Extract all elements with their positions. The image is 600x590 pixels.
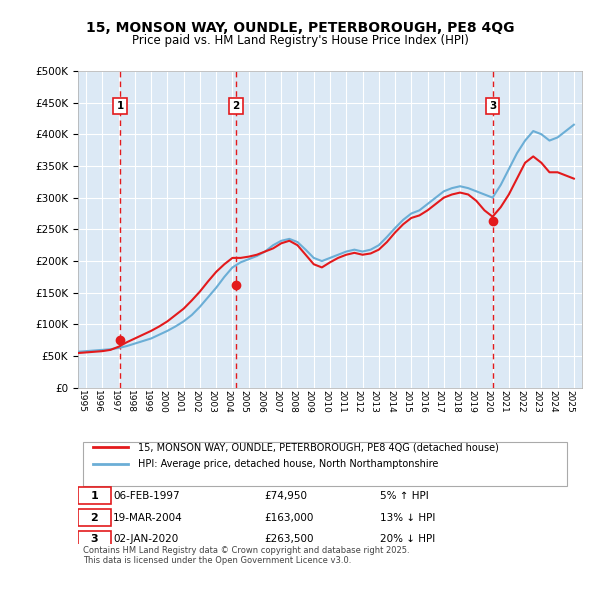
- Text: 19-MAR-2004: 19-MAR-2004: [113, 513, 183, 523]
- Text: 2011: 2011: [337, 391, 346, 414]
- FancyBboxPatch shape: [78, 510, 111, 526]
- Text: 2008: 2008: [289, 391, 298, 414]
- Text: 1: 1: [90, 491, 98, 501]
- Text: 2: 2: [90, 513, 98, 523]
- Text: 2010: 2010: [321, 391, 330, 414]
- Text: 2023: 2023: [532, 391, 541, 413]
- Text: 2001: 2001: [175, 391, 184, 414]
- Text: 2012: 2012: [353, 391, 362, 413]
- Text: 2009: 2009: [305, 391, 314, 414]
- Text: 2006: 2006: [256, 391, 265, 414]
- Text: £74,950: £74,950: [265, 491, 307, 501]
- Text: 15, MONSON WAY, OUNDLE, PETERBOROUGH, PE8 4QG: 15, MONSON WAY, OUNDLE, PETERBOROUGH, PE…: [86, 21, 514, 35]
- Text: 2021: 2021: [500, 391, 509, 413]
- Text: 1996: 1996: [94, 391, 103, 414]
- Text: Contains HM Land Registry data © Crown copyright and database right 2025.
This d: Contains HM Land Registry data © Crown c…: [83, 546, 410, 565]
- Text: 2020: 2020: [484, 391, 493, 413]
- Text: 2005: 2005: [240, 391, 249, 414]
- Text: 2007: 2007: [272, 391, 281, 414]
- Text: 13% ↓ HPI: 13% ↓ HPI: [380, 513, 436, 523]
- Text: 15, MONSON WAY, OUNDLE, PETERBOROUGH, PE8 4QG (detached house): 15, MONSON WAY, OUNDLE, PETERBOROUGH, PE…: [139, 442, 499, 452]
- Text: 1: 1: [116, 101, 124, 111]
- Text: Price paid vs. HM Land Registry's House Price Index (HPI): Price paid vs. HM Land Registry's House …: [131, 34, 469, 47]
- FancyBboxPatch shape: [78, 530, 111, 548]
- Text: 2017: 2017: [435, 391, 444, 414]
- Text: 2000: 2000: [158, 391, 167, 414]
- Text: 2019: 2019: [467, 391, 476, 414]
- Text: 1997: 1997: [110, 391, 119, 414]
- Text: 02-JAN-2020: 02-JAN-2020: [113, 534, 179, 544]
- Text: £263,500: £263,500: [265, 534, 314, 544]
- FancyBboxPatch shape: [83, 442, 567, 486]
- Text: £163,000: £163,000: [265, 513, 314, 523]
- Text: 1999: 1999: [142, 391, 151, 414]
- Text: 1998: 1998: [126, 391, 135, 414]
- Text: 5% ↑ HPI: 5% ↑ HPI: [380, 491, 429, 501]
- Text: 3: 3: [489, 101, 496, 111]
- Text: 2014: 2014: [386, 391, 395, 413]
- Text: 2004: 2004: [223, 391, 232, 413]
- Text: 2: 2: [232, 101, 239, 111]
- Text: 2022: 2022: [516, 391, 525, 413]
- Text: 2024: 2024: [548, 391, 557, 413]
- Text: 2015: 2015: [402, 391, 411, 414]
- Text: 2016: 2016: [419, 391, 428, 414]
- Text: HPI: Average price, detached house, North Northamptonshire: HPI: Average price, detached house, Nort…: [139, 459, 439, 469]
- Text: 2018: 2018: [451, 391, 460, 414]
- Text: 2002: 2002: [191, 391, 200, 413]
- Text: 2013: 2013: [370, 391, 379, 414]
- Text: 3: 3: [91, 534, 98, 544]
- Text: 2025: 2025: [565, 391, 574, 413]
- Text: 06-FEB-1997: 06-FEB-1997: [113, 491, 180, 501]
- Text: 1995: 1995: [77, 391, 86, 414]
- FancyBboxPatch shape: [78, 487, 111, 504]
- Text: 2003: 2003: [207, 391, 216, 414]
- Text: 20% ↓ HPI: 20% ↓ HPI: [380, 534, 436, 544]
